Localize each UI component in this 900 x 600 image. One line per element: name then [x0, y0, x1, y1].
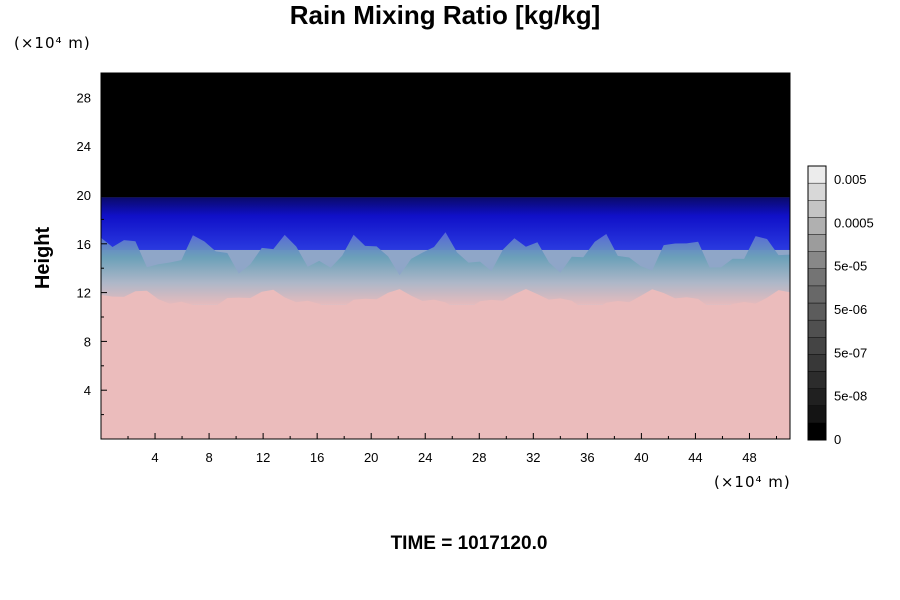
colorbar: 0.005 0.0005 5e-05 5e-06 5e-07 5e-08 0 [807, 165, 874, 447]
field-layer-upper-region [101, 73, 790, 198]
time-label: TIME = 1017120.0 [391, 533, 548, 554]
colorbar-swatch [807, 234, 827, 252]
colorbar-label: 5e-08 [834, 389, 867, 404]
y-tick-label: 20 [77, 188, 91, 203]
colorbar-label: 0 [834, 432, 841, 447]
colorbar-label: 5e-06 [834, 302, 867, 317]
plot-frame [100, 72, 791, 440]
colorbar-swatch [807, 217, 827, 235]
colorbar-swatch [807, 371, 827, 389]
colorbar-frame [807, 165, 827, 441]
x-tick-label: 32 [526, 450, 540, 465]
x-tick-label: 20 [364, 450, 378, 465]
x-axis: 4 8 12 16 20 24 28 32 36 40 44 48 [127, 433, 777, 465]
y-axis: 4 8 12 16 20 24 28 [77, 90, 107, 416]
x-tick-label: 44 [688, 450, 702, 465]
y-tick-label: 8 [84, 334, 91, 349]
x-tick-label: 4 [151, 450, 158, 465]
colorbar-label: 5e-05 [834, 259, 867, 274]
colorbar-swatch [807, 200, 827, 218]
y-tick-label: 4 [84, 383, 91, 398]
colorbar-swatch [807, 268, 827, 287]
colorbar-swatch [807, 337, 827, 355]
colorbar-swatch [807, 251, 827, 269]
colorbar-swatch [807, 182, 827, 201]
x-tick-label: 48 [742, 450, 756, 465]
colorbar-label: 0.005 [834, 172, 867, 187]
y-tick-label: 12 [77, 286, 91, 301]
y-tick-label: 16 [77, 237, 91, 252]
x-tick-label: 16 [310, 450, 324, 465]
y-tick-label: 28 [77, 90, 91, 105]
y-tick-label: 24 [77, 139, 91, 154]
x-tick-label: 8 [205, 450, 212, 465]
y-unit-label: (×10⁴ m) [14, 34, 91, 52]
chart-title: Rain Mixing Ratio [kg/kg] [290, 0, 601, 30]
colorbar-swatch [807, 388, 827, 406]
lower-fill [101, 289, 790, 439]
colorbar-swatch [807, 405, 827, 424]
colorbar-swatch [807, 319, 827, 338]
colorbar-swatch [807, 165, 827, 184]
x-unit-label: (×10⁴ m) [714, 473, 791, 491]
x-tick-label: 28 [472, 450, 486, 465]
x-tick-label: 40 [634, 450, 648, 465]
colorbar-swatch [807, 285, 827, 304]
turbulent-boundary [101, 232, 790, 305]
x-tick-label: 24 [418, 450, 432, 465]
x-tick-label: 12 [256, 450, 270, 465]
colorbar-label: 5e-07 [834, 345, 867, 360]
y-axis-label: Height [32, 227, 54, 290]
plot-area [101, 73, 790, 439]
colorbar-swatch [807, 302, 827, 321]
colorbar-swatch [807, 354, 827, 372]
colorbar-label: 0.0005 [834, 215, 874, 230]
x-tick-label: 36 [580, 450, 594, 465]
colorbar-swatch [807, 422, 827, 441]
